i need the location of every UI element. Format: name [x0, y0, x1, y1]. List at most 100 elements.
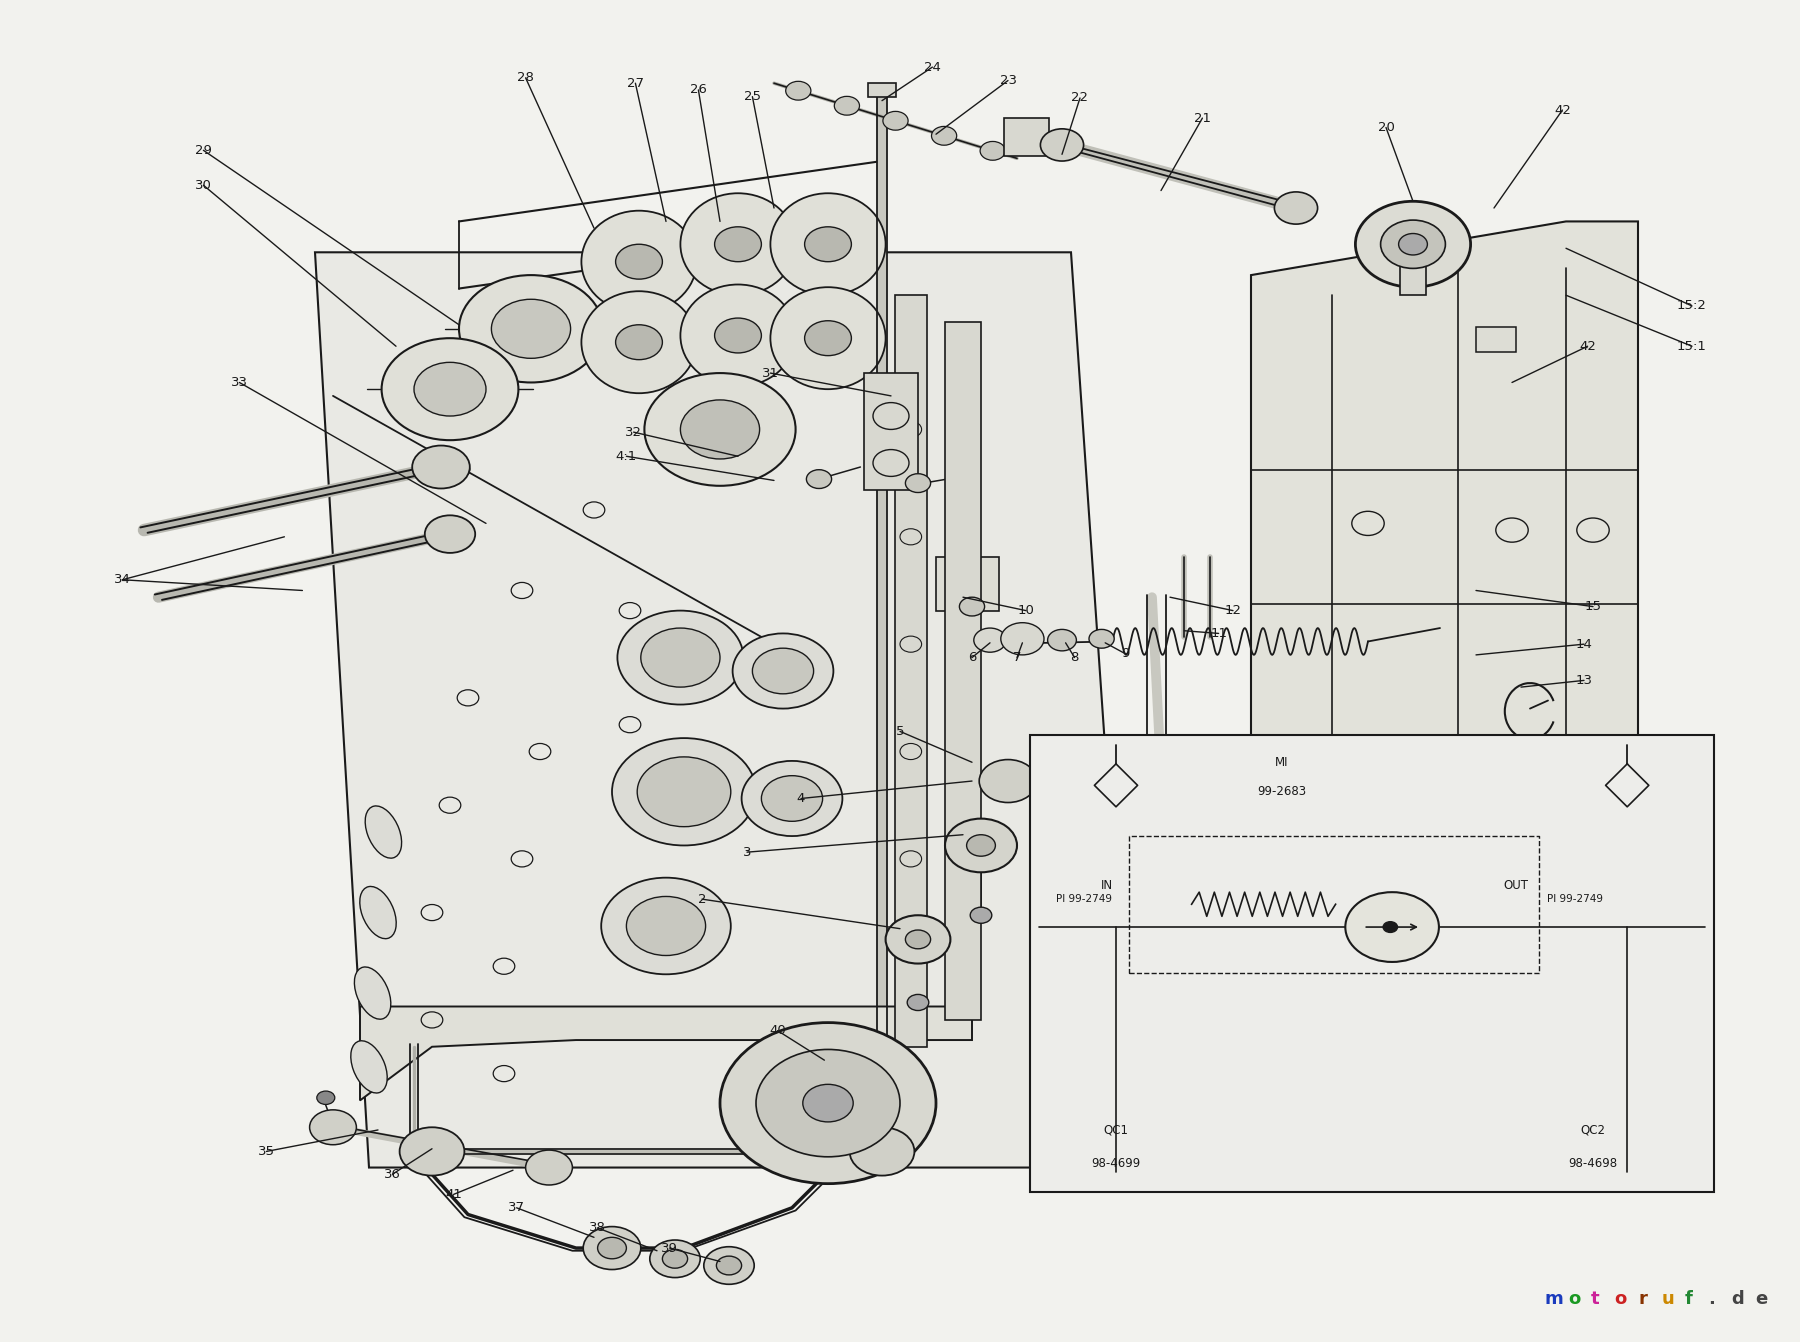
Text: 98-4698: 98-4698 [1568, 1157, 1618, 1170]
Ellipse shape [351, 1041, 387, 1092]
Text: 27: 27 [626, 76, 644, 90]
Text: 37: 37 [508, 1201, 526, 1215]
Ellipse shape [770, 287, 886, 389]
Bar [1400, 248, 1426, 295]
Text: r: r [1638, 1291, 1647, 1308]
Text: 40: 40 [769, 1024, 787, 1037]
Text: 10: 10 [1017, 604, 1035, 617]
Ellipse shape [360, 887, 396, 938]
Ellipse shape [680, 285, 796, 386]
Circle shape [626, 896, 706, 956]
Circle shape [1001, 623, 1044, 655]
Text: 99-2683: 99-2683 [1256, 785, 1307, 798]
Text: 39: 39 [661, 1241, 679, 1255]
Circle shape [803, 1084, 853, 1122]
Circle shape [905, 474, 931, 493]
Text: o: o [1615, 1291, 1627, 1308]
Text: f: f [1685, 1291, 1692, 1308]
Text: OUT: OUT [1503, 879, 1528, 892]
Circle shape [650, 1240, 700, 1278]
Circle shape [310, 1110, 356, 1145]
Text: 11: 11 [1210, 627, 1228, 640]
Text: 8: 8 [1071, 651, 1078, 664]
Circle shape [805, 321, 851, 356]
Polygon shape [945, 322, 981, 1020]
Text: MI: MI [1274, 756, 1289, 769]
Text: t: t [1591, 1291, 1600, 1308]
Ellipse shape [581, 291, 697, 393]
Text: 2: 2 [698, 892, 706, 906]
Polygon shape [315, 252, 1134, 1168]
Circle shape [412, 446, 470, 488]
Circle shape [932, 126, 958, 145]
Text: 6: 6 [968, 651, 976, 664]
Circle shape [617, 611, 743, 705]
Circle shape [583, 1227, 641, 1270]
Text: IN: IN [1102, 879, 1112, 892]
Circle shape [1048, 629, 1076, 651]
Circle shape [598, 1237, 626, 1259]
Circle shape [715, 318, 761, 353]
Circle shape [785, 82, 810, 101]
Circle shape [979, 141, 1004, 160]
Text: 13: 13 [1575, 674, 1593, 687]
Circle shape [715, 227, 761, 262]
Polygon shape [1251, 221, 1638, 805]
Circle shape [662, 1249, 688, 1268]
Text: 3: 3 [743, 845, 751, 859]
Text: PI 99-2749: PI 99-2749 [1055, 894, 1112, 905]
Circle shape [641, 628, 720, 687]
Text: 15:1: 15:1 [1678, 340, 1706, 353]
Text: 36: 36 [383, 1168, 401, 1181]
Bar [1030, 735, 1714, 1192]
Circle shape [945, 819, 1017, 872]
Circle shape [970, 907, 992, 923]
Text: QC2: QC2 [1580, 1123, 1606, 1137]
Circle shape [752, 648, 814, 694]
Polygon shape [936, 557, 999, 611]
Circle shape [886, 915, 950, 964]
Circle shape [1399, 234, 1427, 255]
Text: 25: 25 [743, 90, 761, 103]
Circle shape [806, 470, 832, 488]
Circle shape [616, 325, 662, 360]
Text: 28: 28 [517, 71, 535, 85]
Circle shape [1089, 629, 1114, 648]
Text: 29: 29 [194, 144, 212, 157]
Text: 26: 26 [689, 83, 707, 97]
Circle shape [850, 1127, 914, 1176]
Ellipse shape [680, 193, 796, 295]
Text: 30: 30 [194, 178, 212, 192]
Text: 98-4699: 98-4699 [1091, 1157, 1141, 1170]
Bar [868, 83, 896, 97]
Text: 34: 34 [113, 573, 131, 586]
Text: .: . [1708, 1291, 1715, 1308]
Text: 42: 42 [1579, 340, 1597, 353]
Circle shape [905, 930, 931, 949]
Circle shape [1123, 749, 1181, 792]
Circle shape [974, 628, 1006, 652]
Circle shape [742, 761, 842, 836]
Circle shape [491, 299, 571, 358]
Text: 23: 23 [999, 74, 1017, 87]
Circle shape [959, 597, 985, 616]
Circle shape [414, 362, 486, 416]
Circle shape [425, 515, 475, 553]
Text: 15:2: 15:2 [1678, 299, 1706, 313]
Circle shape [1274, 192, 1318, 224]
Text: 14: 14 [1575, 637, 1593, 651]
Text: 9: 9 [1121, 647, 1129, 660]
Circle shape [317, 1091, 335, 1104]
Text: 7: 7 [1013, 651, 1021, 664]
Text: 35: 35 [257, 1145, 275, 1158]
Text: e: e [1755, 1291, 1768, 1308]
Text: 38: 38 [589, 1221, 607, 1235]
Circle shape [761, 776, 823, 821]
Text: m: m [1544, 1291, 1562, 1308]
Polygon shape [895, 295, 927, 1047]
Ellipse shape [770, 193, 886, 295]
Circle shape [382, 338, 518, 440]
Circle shape [1382, 922, 1397, 933]
Text: o: o [1568, 1291, 1580, 1308]
Text: d: d [1732, 1291, 1744, 1308]
